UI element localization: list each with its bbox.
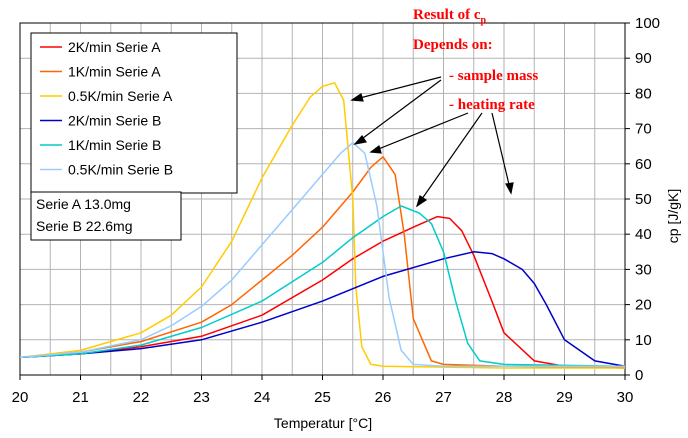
x-tick-label: 28 (496, 389, 513, 406)
arrow-3 (370, 112, 469, 153)
annotation-title-sub: p (481, 15, 487, 26)
arrow-2 (354, 79, 442, 145)
y-tick-label: 100 (635, 15, 660, 32)
x-tick-label: 27 (435, 389, 452, 406)
y-tick-label: 50 (635, 191, 652, 208)
annotation-heating-rate: - heating rate (449, 97, 535, 113)
y-tick-label: 60 (635, 156, 652, 173)
x-tick-label: 23 (193, 389, 210, 406)
y-tick-label: 40 (635, 226, 652, 243)
y-axis-label: cp [J/gK] (665, 189, 681, 243)
annotation-title: Result of cp (413, 7, 487, 26)
info-serie-a: Serie A 13.0mg (36, 196, 131, 212)
legend-label-5: 1K/min Serie B (68, 137, 161, 153)
legend-label-6: 0.5K/min Serie B (68, 162, 173, 178)
info-box-frame (30, 191, 182, 241)
series-layer (19, 82, 626, 369)
arrow-2-head (353, 135, 368, 145)
series-line-2 (19, 156, 626, 369)
y-tick-label: 0 (635, 367, 643, 384)
y-ticks: 0 10 20 30 40 50 60 70 80 90 100 (625, 15, 660, 384)
annotation-title-main: Result of c (413, 7, 481, 23)
x-ticks: 20 21 22 23 24 25 26 27 28 29 30 (12, 375, 634, 406)
y-tick-label: 30 (635, 261, 652, 278)
annotation-arrows (350, 76, 514, 208)
series-line-6 (19, 141, 625, 367)
legend-label-3: 0.5K/min Serie A (68, 88, 173, 104)
annotation-depends: Depends on: (413, 37, 493, 53)
x-tick-label: 30 (617, 389, 634, 406)
annotation: Result of cp Depends on: - sample mass -… (350, 7, 538, 208)
arrow-4 (416, 112, 483, 207)
y-tick-label: 10 (635, 332, 652, 349)
legend-box (30, 32, 238, 194)
y-tick-label: 70 (635, 121, 652, 138)
x-tick-label: 22 (133, 389, 150, 406)
y-tick-label: 90 (635, 50, 652, 67)
y-tick-label: 80 (635, 85, 652, 102)
arrow-5 (491, 112, 512, 194)
arrow-1 (351, 76, 442, 101)
x-tick-label: 20 (12, 389, 29, 406)
arrow-5-head (505, 182, 514, 195)
series-line-5 (19, 205, 626, 367)
legend: 2K/min Serie A 1K/min Serie A 0.5K/min Ser… (30, 32, 238, 194)
info-box: Serie A 13.0mg Serie B 22.6mg (30, 191, 182, 241)
legend-label-4: 2K/min Serie B (68, 113, 161, 129)
series-line-1 (19, 215, 626, 369)
series-line-3 (19, 82, 625, 369)
x-tick-label: 21 (72, 389, 89, 406)
legend-label-1: 2K/min Serie A (68, 39, 161, 55)
x-tick-label: 24 (254, 389, 271, 406)
arrow-4-head (415, 195, 428, 208)
annotation-sample-mass: - sample mass (449, 68, 538, 84)
legend-label-2: 1K/min Serie A (68, 64, 161, 80)
info-serie-b: Serie B 22.6mg (36, 218, 133, 234)
x-axis-label: Temperatur [°C] (274, 415, 372, 431)
y-tick-label: 20 (635, 297, 652, 314)
arrow-1-head (350, 93, 364, 102)
x-tick-label: 29 (556, 389, 573, 406)
series-line-4 (19, 251, 626, 367)
arrow-3-head (369, 144, 382, 154)
x-tick-label: 25 (314, 389, 331, 406)
x-tick-label: 26 (375, 389, 392, 406)
